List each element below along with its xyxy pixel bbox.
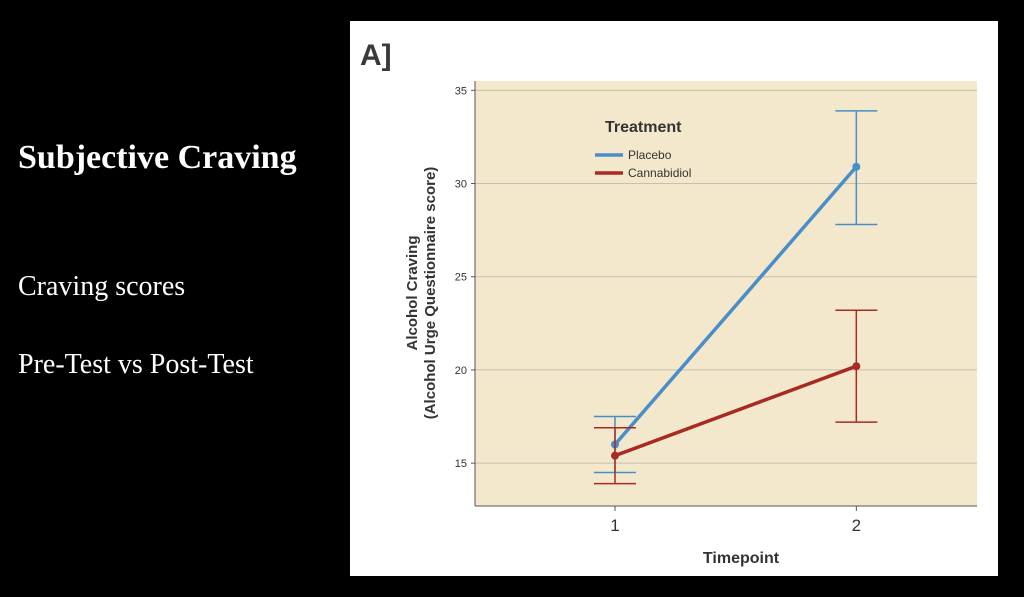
slide-bullet-craving-scores: Craving scores — [18, 271, 186, 302]
y-axis-label-line1: Alcohol Craving — [404, 235, 421, 350]
chart-figure: A] 15 20 25 30 35 1 2 Treatment Placebo Cannab… — [350, 21, 998, 576]
y-tick-label-15: 15 — [455, 458, 467, 470]
data-point-cannabidiol-2 — [852, 362, 861, 371]
x-tick-label-2: 2 — [852, 516, 861, 535]
legend-label-cannabidiol: Cannabidiol — [628, 166, 691, 180]
x-tick-label-1: 1 — [610, 516, 619, 535]
y-tick-label-35: 35 — [455, 85, 467, 97]
legend-title: Treatment — [605, 119, 682, 136]
axes: 15 20 25 30 35 1 2 — [455, 81, 977, 535]
grid-lines — [475, 89, 977, 464]
panel-label: A] — [360, 39, 392, 72]
series-line-placebo — [613, 165, 858, 446]
y-tick-label-20: 20 — [455, 365, 467, 377]
y-axis-label-line2: (Alcohol Urge Questionnaire score) — [422, 167, 439, 420]
data-point-placebo-2 — [852, 162, 861, 171]
series-line-cannabidiol — [614, 364, 857, 458]
legend-label-placebo: Placebo — [628, 148, 672, 162]
y-tick-label-30: 30 — [455, 179, 467, 191]
data-point-cannabidiol-1 — [610, 451, 619, 460]
y-tick-label-25: 25 — [455, 272, 467, 284]
series-layer — [593, 110, 878, 485]
slide-bullet-pre-post-test: Pre-Test vs Post-Test — [18, 349, 254, 380]
line-chart: A] 15 20 25 30 35 1 2 Treatment Placebo Cannab… — [360, 39, 977, 567]
slide-title: Subjective Craving — [18, 139, 297, 176]
legend: Treatment Placebo Cannabidiol — [595, 119, 691, 180]
series-cannabidiol — [593, 309, 878, 485]
x-axis-label: Timepoint — [703, 550, 780, 567]
plot-area — [475, 81, 977, 506]
